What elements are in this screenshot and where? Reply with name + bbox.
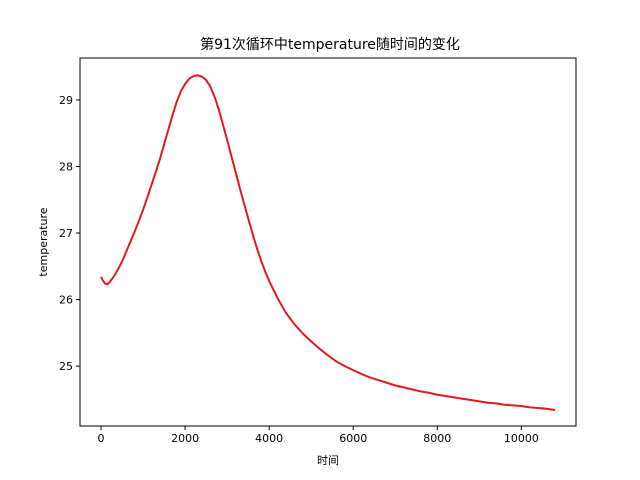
temperature-series-line <box>100 74 556 412</box>
y-tick-label: 27 <box>59 227 73 240</box>
chart-title: 第91次循环中temperature随时间的变化 <box>200 36 460 53</box>
y-tick-label: 26 <box>59 294 73 307</box>
y-tick-label: 25 <box>59 360 73 373</box>
y-axis-label: temperature <box>37 207 50 276</box>
x-axis-label: 时间 <box>317 454 339 467</box>
x-axis: 0 2000 4000 6000 8000 10000 <box>98 426 539 445</box>
y-tick-label: 28 <box>59 160 73 173</box>
x-tick-label: 10000 <box>504 432 539 445</box>
y-tick-label: 29 <box>59 94 73 107</box>
x-tick-label: 8000 <box>423 432 451 445</box>
plot-area-frame <box>79 57 577 427</box>
x-tick-label: 4000 <box>255 432 283 445</box>
x-tick-label: 2000 <box>171 432 199 445</box>
y-axis: 25 26 27 28 29 <box>59 94 80 373</box>
x-tick-label: 6000 <box>339 432 367 445</box>
x-tick-label: 0 <box>98 432 105 445</box>
